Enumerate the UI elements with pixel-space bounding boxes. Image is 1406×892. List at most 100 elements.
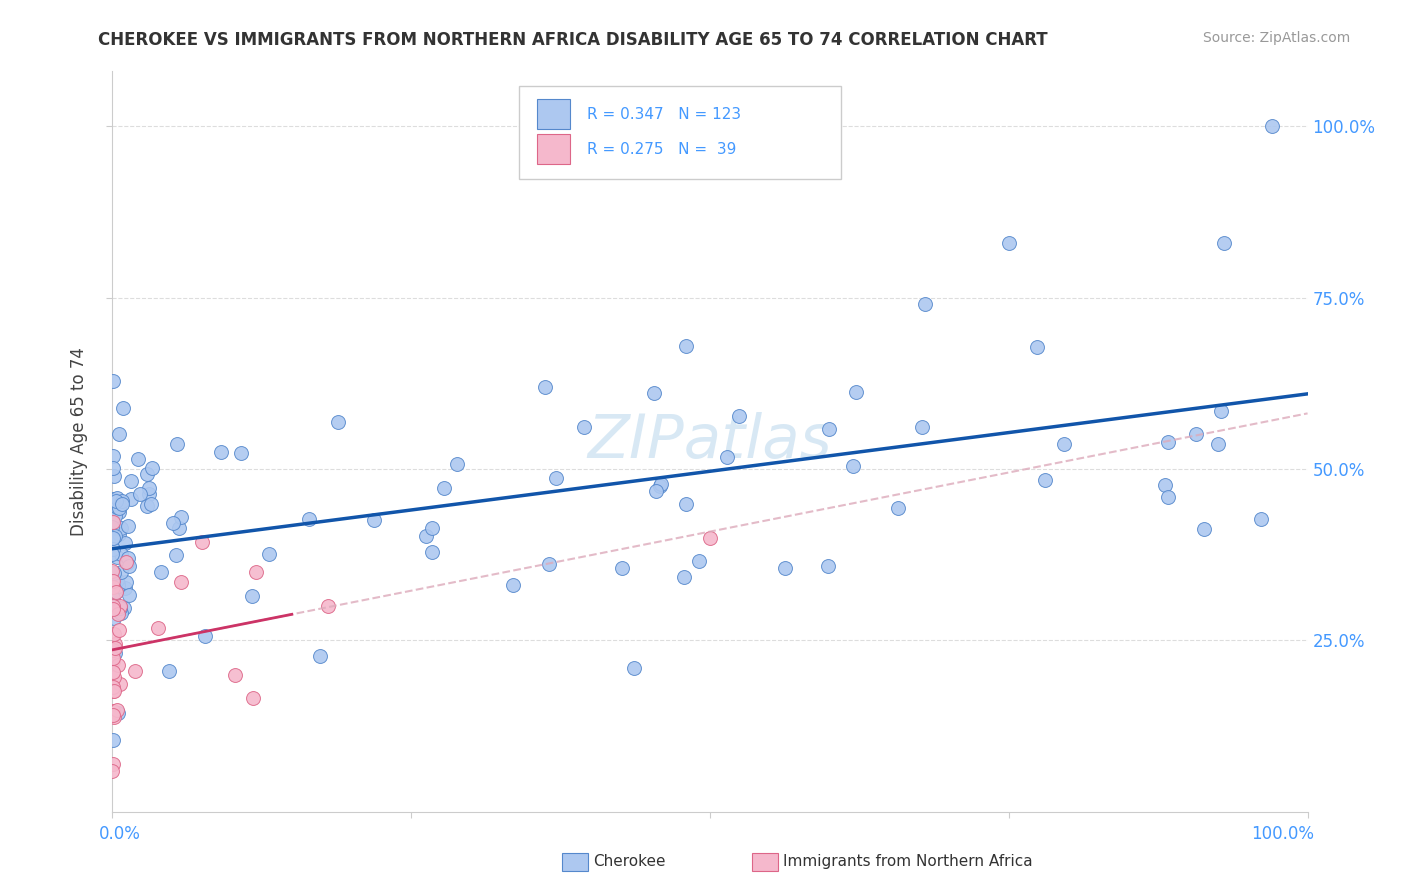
Point xyxy=(420,521,443,535)
Point xyxy=(1261,119,1284,133)
Point xyxy=(101,461,124,475)
Point xyxy=(112,601,135,615)
Point xyxy=(886,501,908,516)
Point xyxy=(572,420,595,434)
Point xyxy=(104,508,127,523)
Point xyxy=(433,482,456,496)
Point xyxy=(101,599,124,613)
Point xyxy=(104,521,127,535)
Point xyxy=(727,409,749,423)
Text: 100.0%: 100.0% xyxy=(1251,825,1315,843)
Point xyxy=(114,535,136,549)
Point xyxy=(101,491,124,506)
Point xyxy=(245,565,267,579)
Point xyxy=(101,756,124,771)
Point xyxy=(103,611,125,625)
Point xyxy=(818,422,841,436)
Point xyxy=(115,555,138,569)
Point xyxy=(101,654,124,668)
Point xyxy=(111,493,134,508)
Point xyxy=(103,498,125,512)
Point xyxy=(139,497,162,511)
Point xyxy=(124,664,146,678)
Point xyxy=(107,505,129,519)
Point xyxy=(101,375,124,389)
Point xyxy=(103,469,125,483)
Y-axis label: Disability Age 65 to 74: Disability Age 65 to 74 xyxy=(70,347,89,536)
Text: CHEROKEE VS IMMIGRANTS FROM NORTHERN AFRICA DISABILITY AGE 65 TO 74 CORRELATION : CHEROKEE VS IMMIGRANTS FROM NORTHERN AFR… xyxy=(98,31,1047,49)
Point xyxy=(257,547,280,561)
Point xyxy=(103,566,125,580)
Point xyxy=(104,585,127,599)
Point xyxy=(623,661,645,675)
Point xyxy=(502,578,524,592)
Point xyxy=(101,449,124,463)
Point xyxy=(117,550,139,565)
Bar xyxy=(537,135,571,164)
Point xyxy=(533,380,555,394)
Point xyxy=(209,445,232,459)
Point xyxy=(845,385,868,400)
Point xyxy=(101,705,124,719)
Point xyxy=(817,559,839,574)
Point xyxy=(166,437,188,451)
Point xyxy=(107,658,129,673)
Point xyxy=(1185,427,1208,442)
Point xyxy=(716,450,738,465)
Point xyxy=(103,670,125,684)
Point xyxy=(298,512,321,526)
Point xyxy=(120,492,142,507)
Point xyxy=(1154,477,1177,491)
Point xyxy=(135,500,157,514)
Point xyxy=(101,591,124,605)
Point xyxy=(108,677,131,691)
Point xyxy=(162,516,184,530)
Point xyxy=(165,548,187,562)
Bar xyxy=(537,100,571,129)
Point xyxy=(101,681,124,695)
Point xyxy=(1209,403,1232,417)
Point xyxy=(129,486,152,500)
Point xyxy=(1213,235,1236,250)
Point xyxy=(1157,434,1180,449)
Point xyxy=(101,520,124,534)
Point xyxy=(194,629,217,643)
Point xyxy=(1192,522,1215,536)
Point xyxy=(914,297,936,311)
Point xyxy=(309,649,332,664)
Point xyxy=(167,520,190,534)
Point xyxy=(101,646,124,660)
Point xyxy=(104,584,127,599)
Point xyxy=(138,487,160,501)
Point xyxy=(101,541,124,556)
Point xyxy=(107,607,129,621)
Point xyxy=(150,565,173,579)
Point xyxy=(645,483,668,498)
Point xyxy=(103,574,125,588)
Point xyxy=(101,764,124,778)
Point xyxy=(699,531,721,545)
Point xyxy=(101,547,124,561)
Point xyxy=(136,467,159,482)
Point xyxy=(104,640,127,655)
Point xyxy=(363,513,385,527)
Point xyxy=(842,458,865,473)
Point xyxy=(107,491,129,505)
Text: Cherokee: Cherokee xyxy=(593,855,666,869)
Point xyxy=(650,477,672,491)
Point xyxy=(538,557,561,571)
Point xyxy=(612,561,634,575)
Point xyxy=(105,573,128,587)
Point xyxy=(101,640,124,654)
Text: R = 0.275   N =  39: R = 0.275 N = 39 xyxy=(586,142,737,157)
Point xyxy=(110,599,132,614)
Point xyxy=(101,684,124,698)
Point xyxy=(110,565,132,579)
Point xyxy=(544,471,567,485)
Text: R = 0.347   N = 123: R = 0.347 N = 123 xyxy=(586,107,741,122)
Point xyxy=(240,589,263,603)
Point xyxy=(101,648,124,663)
Point xyxy=(110,521,132,535)
Point xyxy=(138,481,160,495)
Point xyxy=(108,601,131,615)
